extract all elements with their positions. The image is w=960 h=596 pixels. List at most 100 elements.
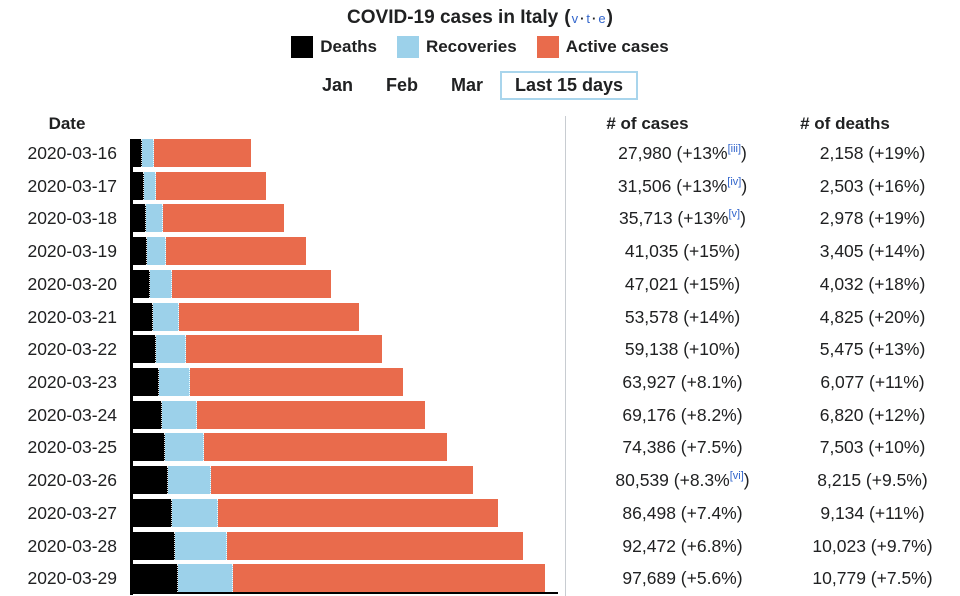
table-row: 2020-03-21 53,578 (+14%) 4,825 (+20%) [0, 302, 960, 331]
column-separator-line [565, 116, 566, 596]
cases-value: 53,578 (+14%) [624, 306, 741, 327]
active-cases-bar-segment [166, 237, 307, 266]
recoveries-bar-segment [153, 302, 179, 331]
navbar-dot: · [580, 10, 585, 26]
cases-value: 92,472 (+6.8%) [622, 535, 743, 556]
deaths-value: 2,978 (+19%) [819, 208, 926, 229]
navbar-edit-link[interactable]: e [598, 10, 606, 26]
table-row: 2020-03-16 27,980 (+13%[iii]) 2,158 (+19%) [0, 139, 960, 167]
table-row: 2020-03-24 69,176 (+8.2%) 6,820 (+12%) [0, 400, 960, 429]
deaths-value: 5,475 (+13%) [819, 339, 926, 360]
deaths-value: 9,134 (+11%) [820, 502, 925, 523]
stacked-bar [133, 466, 473, 495]
deaths-value: 4,032 (+18%) [819, 273, 926, 294]
deaths-bar-segment [133, 466, 168, 495]
deaths-value: 2,158 (+19%) [819, 143, 926, 163]
date-label: 2020-03-18 [27, 208, 117, 229]
recoveries-bar-segment [142, 139, 154, 167]
cases-value: 69,176 (+8.2%) [622, 404, 743, 425]
deaths-bar-segment [133, 302, 154, 331]
deaths-bar-segment [133, 139, 143, 167]
footnote-ref-link[interactable]: [iv] [727, 175, 742, 188]
cases-value: 41,035 (+15%) [624, 241, 741, 262]
active-cases-swatch-icon [536, 36, 559, 58]
tab-mar[interactable]: Mar [450, 75, 483, 95]
table-row: 2020-03-29 97,689 (+5.6%) 10,779 (+7.5%) [0, 564, 960, 593]
stacked-bar [133, 237, 307, 266]
deaths-value: 8,215 (+9.5%) [817, 470, 928, 491]
deaths-bar-segment [133, 498, 172, 527]
page-title: COVID-19 cases in Italy [347, 7, 559, 28]
stacked-bar [133, 368, 403, 397]
active-cases-bar-segment [189, 368, 403, 397]
table-row: 2020-03-19 41,035 (+15%) 3,405 (+14%) [0, 237, 960, 266]
date-label: 2020-03-22 [27, 339, 117, 360]
cases-value: 74,386 (+7.5%) [622, 437, 743, 458]
stacked-bar [133, 400, 425, 429]
footnote-ref-link[interactable]: [iii] [727, 143, 742, 156]
recoveries-bar-segment [156, 335, 186, 364]
deaths-bar-segment [133, 171, 144, 200]
recoveries-bar-segment [150, 269, 172, 298]
stacked-bar [133, 564, 545, 593]
recoveries-bar-segment [145, 204, 163, 233]
tab-jan[interactable]: Jan [321, 75, 353, 95]
deaths-bar-segment [133, 237, 148, 266]
stacked-bar [133, 204, 284, 233]
deaths-bar-segment [133, 400, 162, 429]
active-cases-bar-segment [211, 466, 473, 495]
stacked-bar [133, 433, 447, 462]
tab-feb[interactable]: Feb [385, 75, 418, 95]
deaths-value: 10,023 (+9.7%) [812, 535, 933, 556]
navbar-talk-link[interactable]: t [586, 10, 591, 26]
active-cases-bar-segment [233, 564, 545, 593]
table-row: 2020-03-18 35,713 (+13%[v]) 2,978 (+19%) [0, 204, 960, 233]
date-label: 2020-03-20 [27, 273, 117, 294]
recoveries-bar-segment [143, 171, 156, 200]
recoveries-bar-segment [164, 433, 205, 462]
recoveries-bar-segment [167, 466, 212, 495]
stacked-bar [133, 302, 359, 331]
date-label: 2020-03-16 [27, 143, 117, 163]
deaths-value: 6,077 (+11%) [820, 372, 925, 393]
stacked-bar [133, 531, 523, 560]
column-header-cases: # of cases [606, 114, 689, 133]
column-header-date: Date [48, 114, 86, 133]
date-label: 2020-03-21 [27, 306, 117, 327]
deaths-bar-segment [133, 335, 157, 364]
stacked-bar [133, 139, 251, 167]
chart-rows: 2020-03-16 27,980 (+13%[iii]) 2,158 (+19%)… [0, 139, 960, 596]
deaths-swatch-icon [291, 36, 314, 58]
chart-baseline [130, 592, 558, 594]
active-cases-bar-segment [204, 433, 447, 462]
navbar-view-link[interactable]: v [571, 10, 579, 26]
deaths-bar-segment [133, 269, 150, 298]
tab-last-15-days[interactable]: Last 15 days [500, 71, 639, 100]
stacked-bar [133, 498, 498, 527]
stacked-bar [133, 269, 332, 298]
table-row: 2020-03-27 86,498 (+7.4%) 9,134 (+11%) [0, 498, 960, 527]
cases-value: 59,138 (+10%) [624, 339, 741, 360]
legend-label: Recoveries [425, 37, 517, 56]
table-row: 2020-03-22 59,138 (+10%) 5,475 (+13%) [0, 335, 960, 364]
legend-label: Deaths [320, 37, 377, 56]
navbar-dot: · [592, 10, 597, 26]
active-cases-bar-segment [185, 335, 383, 364]
range-tabs: Jan Feb Mar Last 15 days [0, 71, 960, 100]
recoveries-bar-segment [161, 400, 197, 429]
date-label: 2020-03-25 [27, 437, 117, 458]
cases-value: 31,506 (+13%[iv]) [617, 175, 748, 196]
footnote-ref-link[interactable]: [vi] [729, 470, 744, 483]
active-cases-bar-segment [153, 139, 251, 167]
footnote-ref-link[interactable]: [v] [728, 208, 741, 221]
table-row: 2020-03-17 31,506 (+13%[iv]) 2,503 (+16%) [0, 171, 960, 200]
deaths-bar-segment [133, 368, 159, 397]
chart-y-axis-line [130, 139, 133, 595]
date-label: 2020-03-26 [27, 470, 117, 491]
legend-item-recoveries: Recoveries [396, 36, 517, 58]
cases-value: 27,980 (+13%[iii]) [618, 143, 747, 163]
chart-title-row: COVID-19 cases in Italy (v · t · e) [0, 7, 960, 29]
recoveries-bar-segment [158, 368, 190, 397]
cases-value: 47,021 (+15%) [624, 273, 741, 294]
